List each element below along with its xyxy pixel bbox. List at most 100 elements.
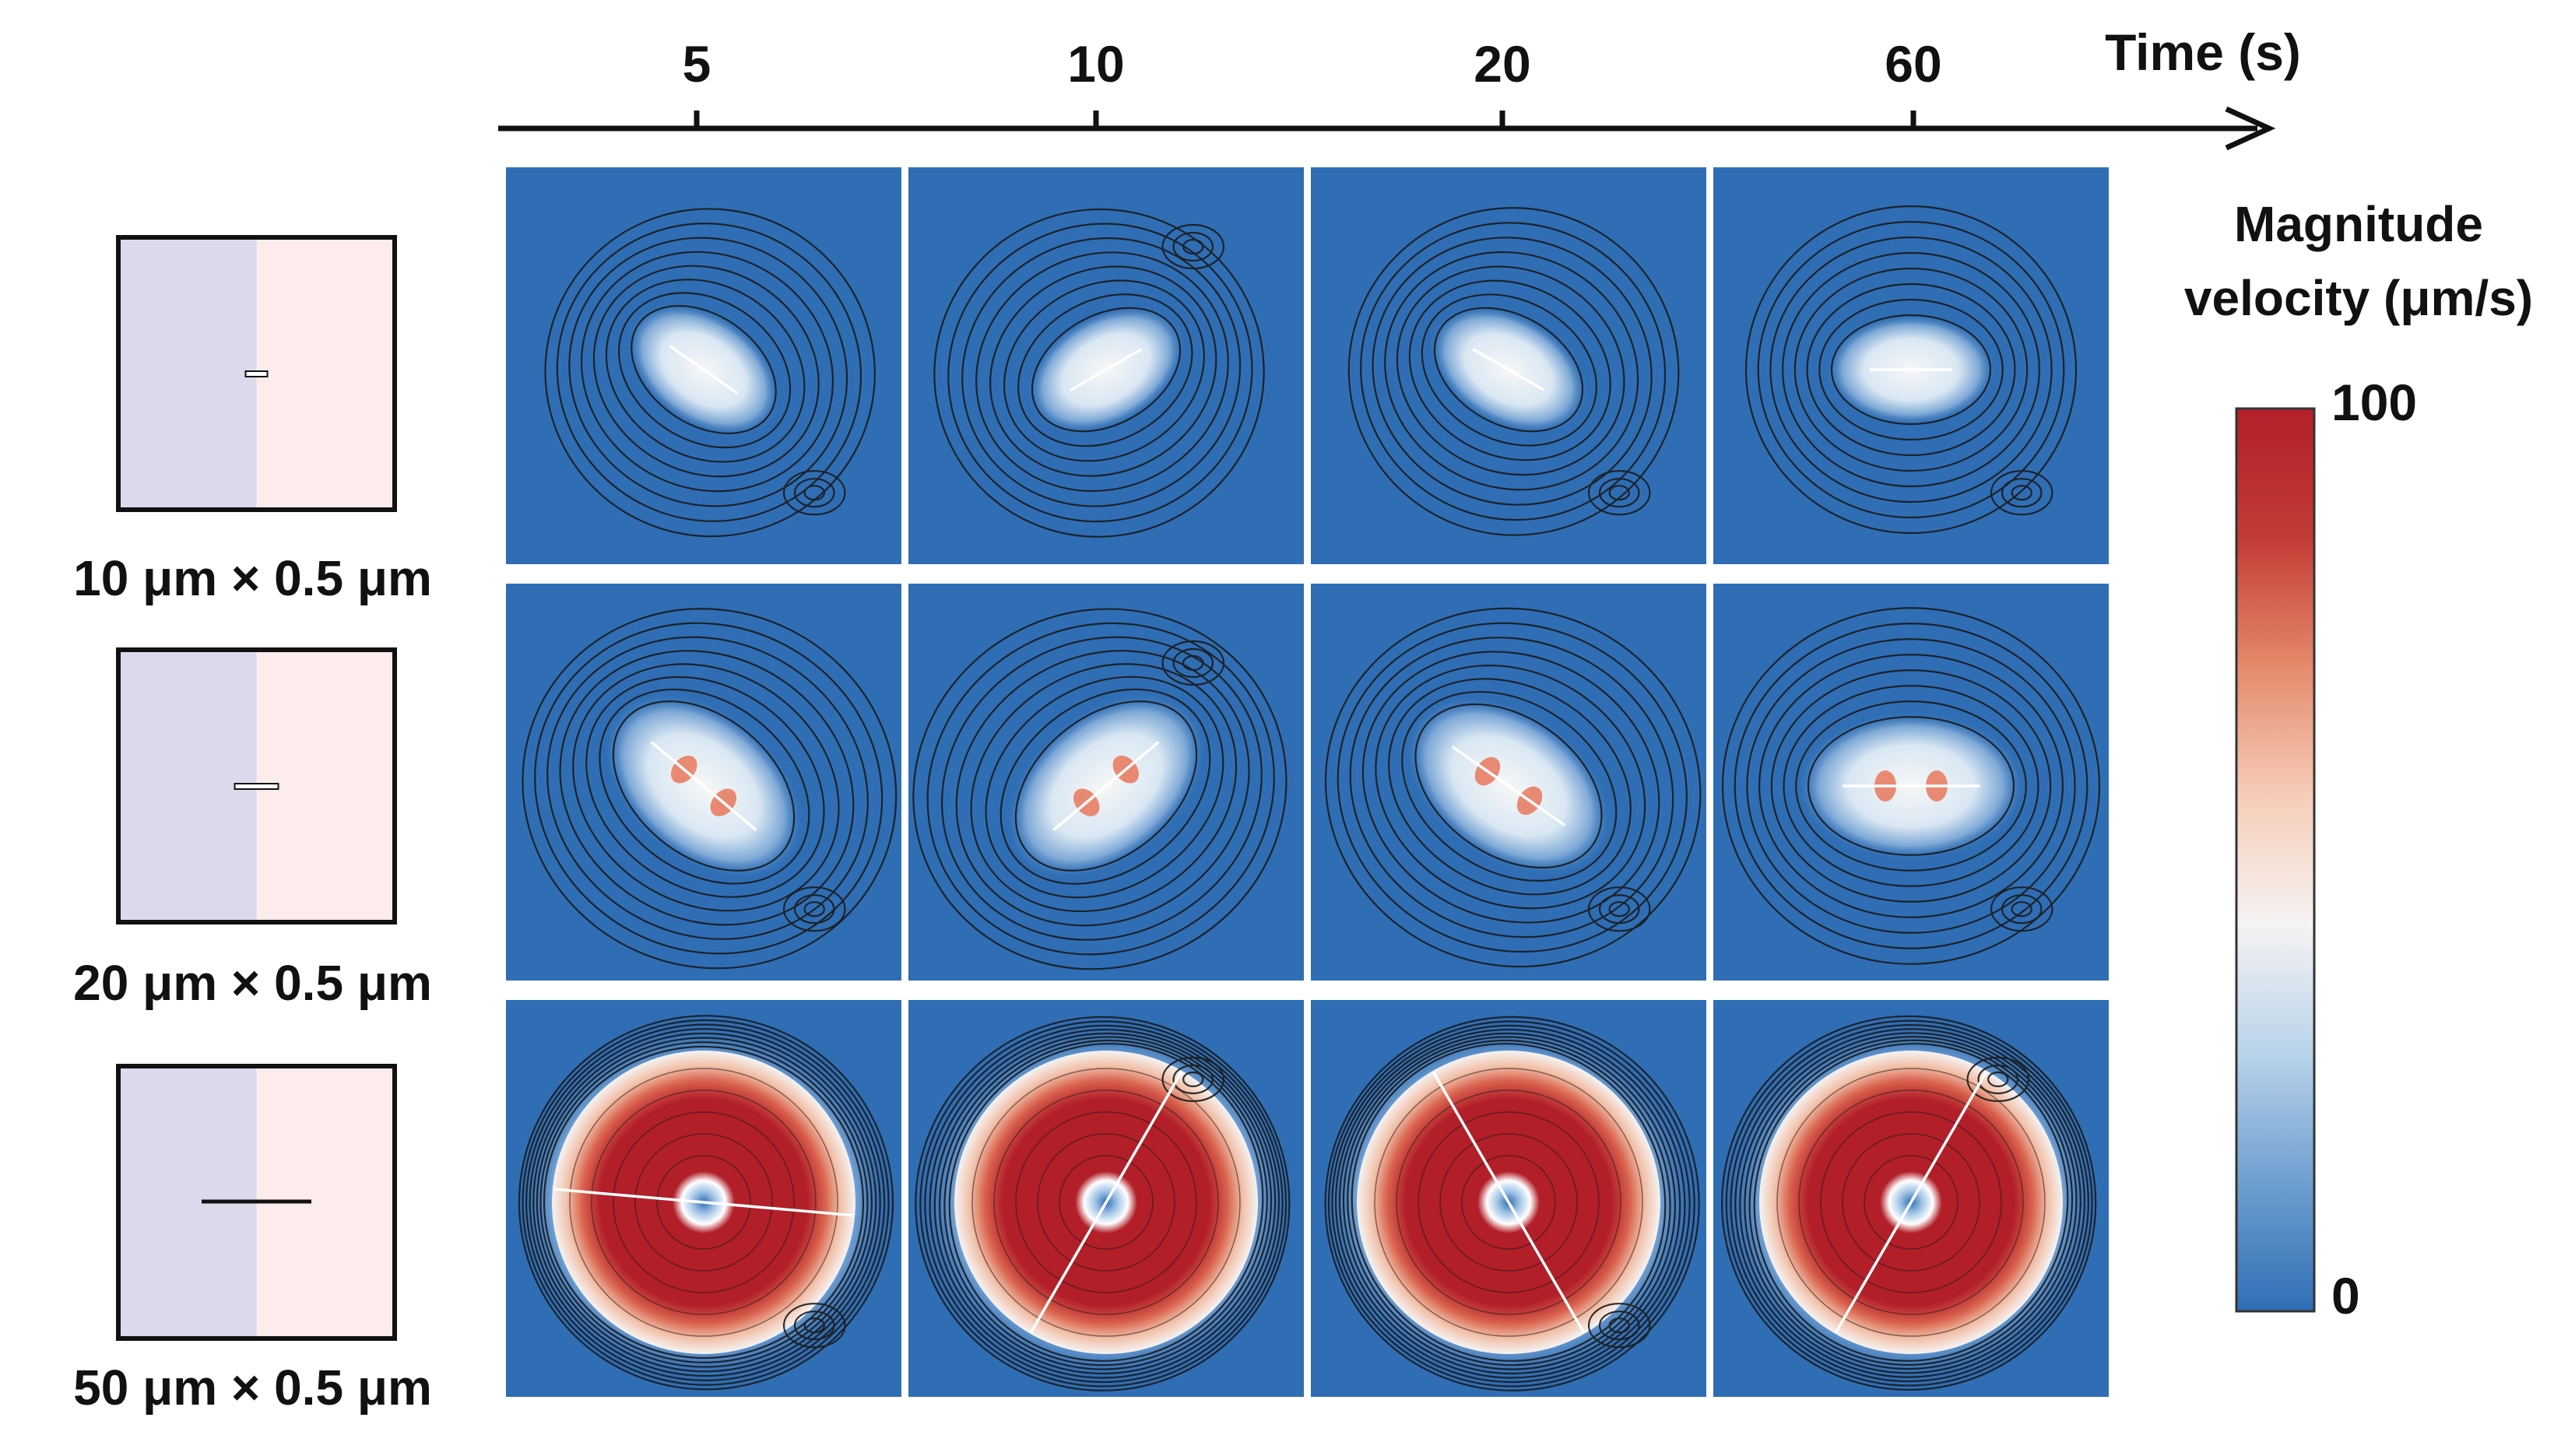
tick-label-20: 20 bbox=[1474, 35, 1530, 93]
rod bbox=[1451, 746, 1566, 826]
vortex-streamline bbox=[1182, 1071, 1204, 1088]
streamline bbox=[912, 608, 1288, 970]
vortex-streamline bbox=[1977, 1064, 2019, 1095]
streamline bbox=[1433, 307, 1584, 433]
streamline bbox=[915, 1016, 1291, 1391]
streamline bbox=[1351, 1043, 1667, 1362]
streamline bbox=[1746, 638, 2076, 934]
time-axis-arrowhead bbox=[2225, 106, 2276, 151]
size-label-2: 20 μm × 0.5 μm bbox=[73, 955, 432, 1011]
velocity-panel bbox=[1713, 1000, 2109, 1397]
vortex-streamline bbox=[1990, 470, 2053, 516]
streamline bbox=[1795, 700, 2027, 872]
vortex-streamline bbox=[1161, 640, 1225, 686]
streamline bbox=[1374, 1068, 1643, 1337]
colorbar-gradient bbox=[2235, 407, 2316, 1313]
velocity-panel bbox=[1713, 167, 2109, 564]
streamline bbox=[993, 1089, 1219, 1315]
streamline bbox=[947, 223, 1253, 523]
rod bbox=[1070, 347, 1143, 392]
streamline bbox=[1059, 1155, 1154, 1250]
vortex-streamline bbox=[1608, 485, 1630, 501]
velocity-panel bbox=[908, 167, 1304, 564]
rod bbox=[553, 1188, 854, 1217]
streamline bbox=[1820, 1111, 2002, 1293]
colorbar-max-label: 100 bbox=[2331, 374, 2417, 431]
streamline bbox=[1830, 314, 1992, 426]
streamline bbox=[613, 1111, 795, 1293]
vortex-streamline bbox=[803, 485, 825, 501]
vortex-streamline bbox=[1172, 231, 1214, 262]
vortex-streamline bbox=[1987, 1071, 2009, 1088]
time-axis: 5 10 20 60 Time (s) bbox=[498, 23, 2301, 151]
vortex-streamline bbox=[793, 1310, 835, 1341]
streamline bbox=[539, 1041, 869, 1363]
streamline bbox=[943, 1039, 1268, 1367]
streamline bbox=[1331, 1024, 1691, 1384]
streamline bbox=[525, 1023, 886, 1381]
streamline bbox=[1408, 279, 1611, 461]
streamline bbox=[1842, 1133, 1980, 1272]
vortex-streamline bbox=[803, 901, 825, 917]
streamline bbox=[522, 608, 898, 970]
streamline bbox=[1384, 251, 1639, 491]
tick-label-60: 60 bbox=[1885, 35, 1941, 93]
streamline bbox=[1418, 1111, 1600, 1293]
streamline bbox=[1017, 293, 1193, 447]
streamline bbox=[1037, 1133, 1175, 1272]
vortex-streamline bbox=[1598, 478, 1640, 508]
streamline bbox=[591, 1089, 817, 1315]
streamlines bbox=[912, 608, 1288, 970]
streamline bbox=[999, 688, 1211, 885]
schematic-2: 20 μm × 0.5 μm bbox=[73, 647, 432, 1011]
vortex-streamline bbox=[2001, 478, 2043, 508]
velocity-panel bbox=[1311, 584, 1706, 981]
streamline bbox=[631, 304, 777, 435]
streamline bbox=[970, 663, 1238, 913]
streamlines bbox=[1721, 1015, 2097, 1391]
streamline bbox=[1461, 1155, 1556, 1250]
streamline bbox=[940, 636, 1263, 941]
rod bbox=[1052, 741, 1160, 831]
colorbar-title-line1: Magnitude bbox=[2234, 196, 2483, 252]
time-axis-label: Time (s) bbox=[2105, 23, 2301, 81]
streamline bbox=[1753, 1043, 2069, 1362]
velocity-panel bbox=[506, 584, 901, 981]
velocity-panel bbox=[908, 1000, 1304, 1397]
streamline bbox=[617, 292, 792, 449]
colorbar-min-label: 0 bbox=[2331, 1267, 2360, 1324]
streamline bbox=[1734, 1028, 2085, 1378]
streamline bbox=[1757, 220, 2065, 519]
streamline bbox=[559, 650, 855, 926]
streamlines bbox=[1324, 607, 1702, 968]
streamline bbox=[1327, 1020, 1695, 1388]
vortex-streamline bbox=[803, 1317, 825, 1334]
streamline bbox=[1725, 1019, 2093, 1387]
streamline bbox=[1807, 716, 2015, 856]
streamline bbox=[1337, 622, 1688, 953]
schematic-rod bbox=[244, 370, 269, 377]
colorbar: Magnitude velocity (μm/s) 100 0 bbox=[2184, 196, 2533, 1324]
vortex-streamline bbox=[1587, 1303, 1651, 1349]
streamline bbox=[1739, 1032, 2081, 1374]
schematic-3: 50 μm × 0.5 μm bbox=[73, 1064, 432, 1416]
rod bbox=[1472, 347, 1545, 392]
streamline bbox=[985, 675, 1224, 899]
vortex-streamline bbox=[793, 894, 835, 924]
schematic-right-region bbox=[256, 650, 395, 922]
vortex-streamline bbox=[1966, 1056, 2030, 1103]
streamline bbox=[1744, 1036, 2078, 1370]
streamlines bbox=[933, 208, 1265, 538]
streamline bbox=[961, 237, 1242, 507]
streamline bbox=[1783, 685, 2039, 887]
streamlines bbox=[1721, 607, 2101, 965]
rod bbox=[1432, 1071, 1586, 1334]
streamline bbox=[612, 700, 796, 872]
streamline bbox=[1396, 265, 1625, 476]
streamline bbox=[1798, 1089, 2024, 1315]
streamlines bbox=[544, 208, 876, 538]
streamline bbox=[1375, 665, 1646, 910]
streamlines bbox=[915, 1016, 1291, 1391]
schematic-border bbox=[116, 235, 397, 512]
schematic-left-region bbox=[118, 237, 257, 510]
